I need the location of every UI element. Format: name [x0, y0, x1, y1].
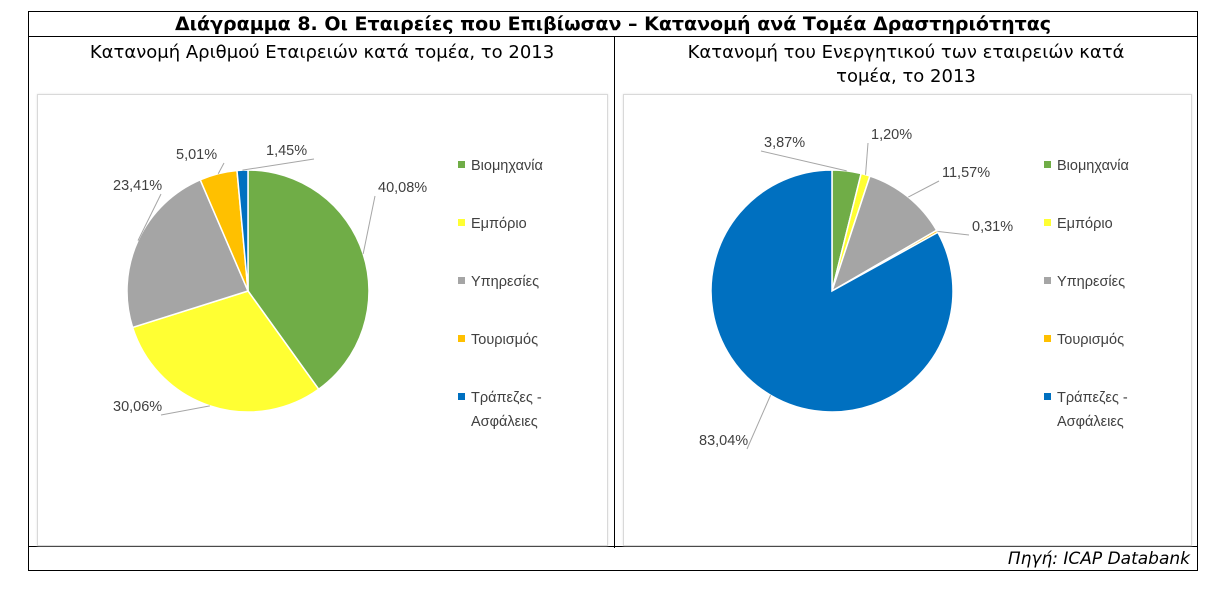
figure-title: Διάγραμμα 8. Οι Εταιρείες που Επιβίωσαν …	[174, 13, 1052, 35]
divider	[28, 546, 1198, 547]
leader-line	[746, 395, 772, 450]
leader-line	[865, 142, 869, 175]
chart-area-right: 3,87% 1,20% 11,57% 0,31% 83,04% Βιομηχανία Εμπ…	[623, 94, 1192, 546]
data-label: 40,08%	[378, 180, 427, 196]
legend-swatch	[1044, 335, 1051, 342]
pie-chart-count: 40,08% 30,06% 23,41% 5,01% 1,45% Βιομηχανία Εμ…	[113, 143, 543, 430]
data-label: 30,06%	[113, 399, 162, 415]
data-label: 5,01%	[176, 147, 217, 163]
legend-label: Υπηρεσίες	[471, 274, 539, 290]
legend-swatch	[458, 393, 465, 400]
data-label: 1,45%	[266, 143, 307, 159]
data-label: 0,31%	[972, 219, 1013, 235]
legend-label: Βιομηχανία	[1057, 158, 1129, 174]
legend-label: Εμπόριο	[471, 216, 527, 232]
column-divider	[614, 36, 615, 548]
chart-title-right: Κατανομή του Ενεργητικού των εταιρειών κ…	[687, 42, 1125, 87]
legend-label: Τουρισμός	[1057, 332, 1124, 348]
legend-swatch	[1044, 161, 1051, 168]
legend-label: Τράπεζες -	[471, 390, 542, 406]
chart-title-left: Κατανομή Αριθμού Εταιρειών κατά τομέα, τ…	[89, 42, 555, 63]
legend-label: Υπηρεσίες	[1057, 274, 1125, 290]
legend-swatch	[458, 335, 465, 342]
legend-swatch	[458, 277, 465, 284]
legend-label: Ασφάλειες	[471, 414, 538, 430]
legend-swatch	[1044, 277, 1051, 284]
leader-line	[242, 158, 315, 171]
chart-area-left: 40,08% 30,06% 23,41% 5,01% 1,45% Βιομηχανία Εμ…	[37, 94, 608, 546]
pie-chart-assets: 3,87% 1,20% 11,57% 0,31% 83,04% Βιομηχανία Εμπ…	[699, 127, 1129, 450]
legend-swatch	[1044, 393, 1051, 400]
table-frame	[28, 11, 1198, 571]
leader-line	[908, 180, 940, 198]
leader-line	[362, 195, 376, 254]
legend-label: Βιομηχανία	[471, 158, 543, 174]
data-label: 11,57%	[942, 165, 990, 181]
legend-swatch	[458, 161, 465, 168]
pie-slice	[131, 290, 320, 413]
data-label: 23,41%	[113, 178, 162, 194]
legend-swatch	[1044, 219, 1051, 226]
pie-slice	[236, 169, 249, 292]
leader-line	[160, 405, 210, 416]
legend-label: Τουρισμός	[471, 332, 538, 348]
legend-label: Τράπεζες -	[1057, 390, 1128, 406]
leader-line	[937, 230, 970, 236]
source-note: Πηγή: ICAP Databank	[1007, 549, 1190, 569]
leader-line	[760, 150, 847, 172]
pie-slice	[830, 175, 938, 293]
data-label: 3,87%	[764, 135, 805, 151]
legend-label: Εμπόριο	[1057, 216, 1113, 232]
divider	[28, 36, 1198, 37]
leader-line	[137, 193, 162, 241]
data-label: 1,20%	[871, 127, 912, 143]
legend-label: Ασφάλειες	[1057, 414, 1124, 430]
pie-slice	[710, 169, 954, 413]
leader-line	[217, 162, 225, 174]
data-label: 83,04%	[699, 433, 748, 449]
legend-swatch	[458, 219, 465, 226]
